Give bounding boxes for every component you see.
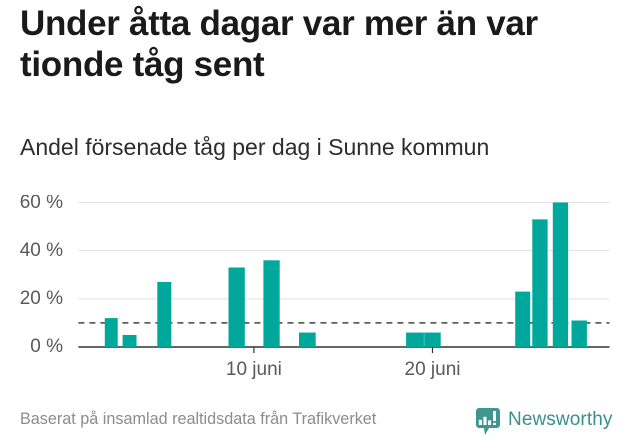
svg-text:20 juni: 20 juni xyxy=(405,359,461,380)
svg-text:0 %: 0 % xyxy=(30,336,63,357)
svg-text:20 %: 20 % xyxy=(20,288,63,309)
svg-text:60 %: 60 % xyxy=(20,195,63,213)
svg-text:10 juni: 10 juni xyxy=(226,359,282,380)
svg-text:40 %: 40 % xyxy=(20,240,63,261)
